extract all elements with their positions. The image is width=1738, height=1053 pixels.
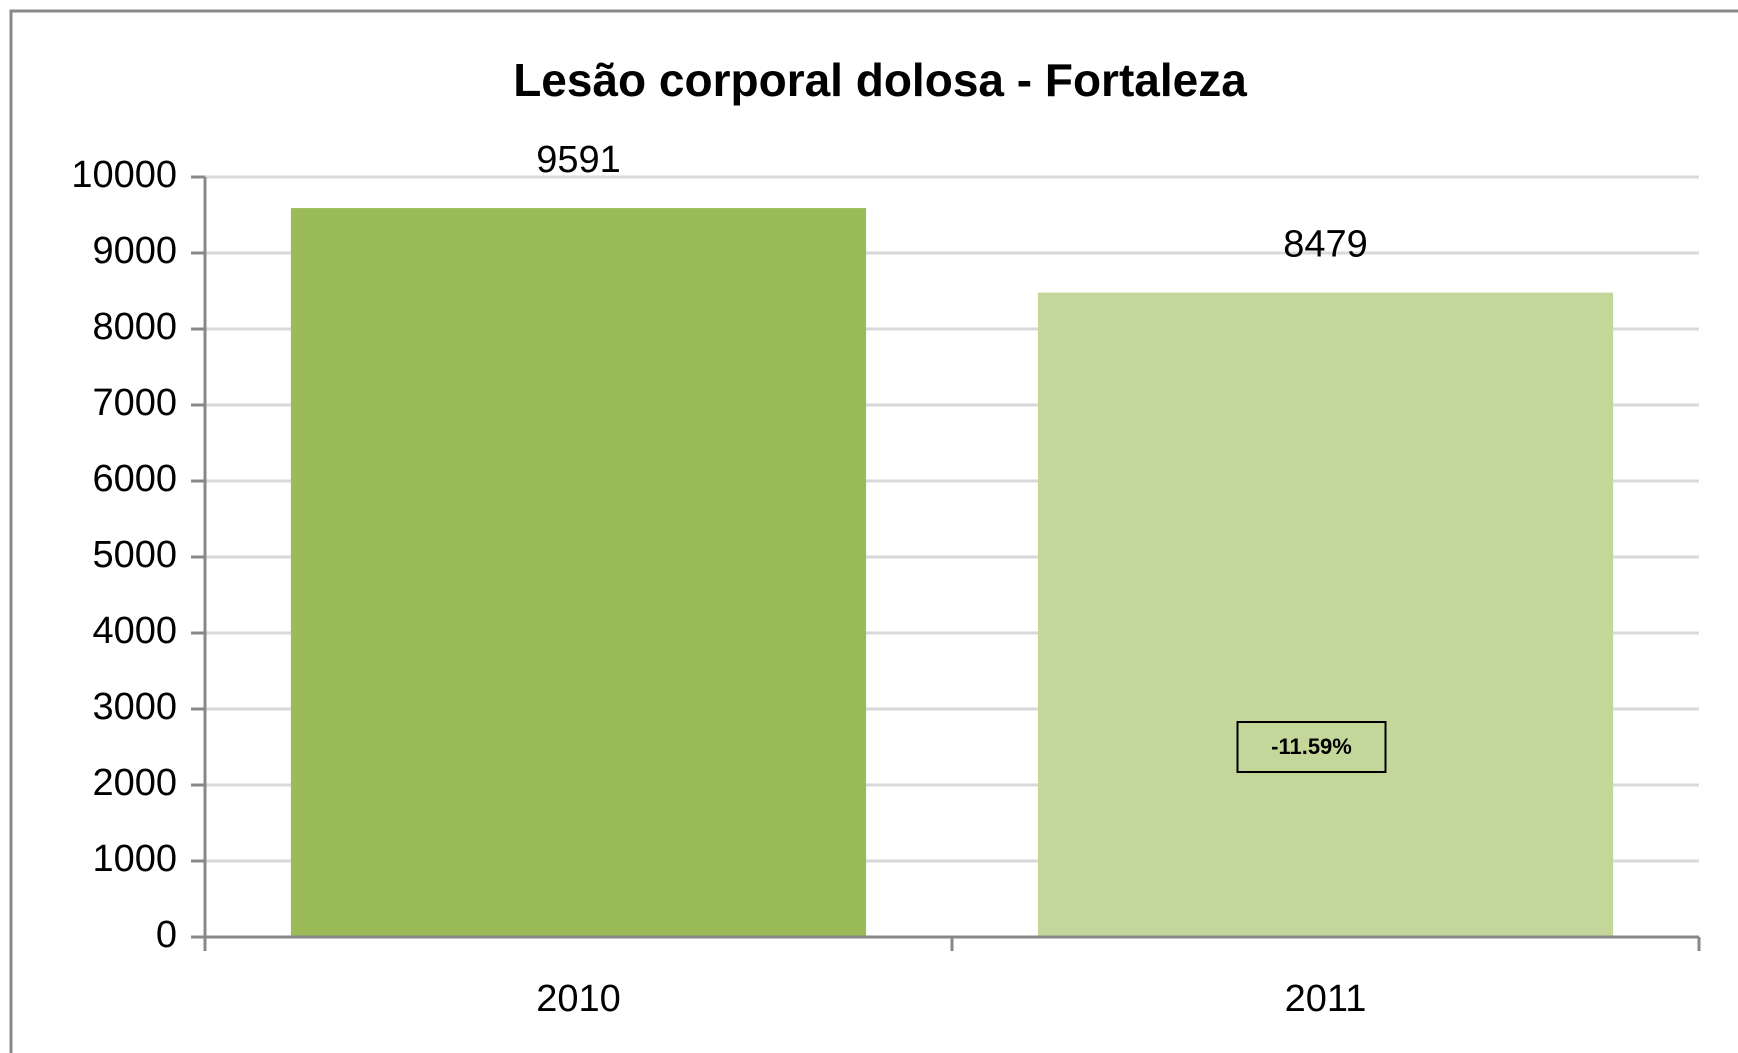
y-tick-label: 2000 bbox=[92, 762, 177, 804]
y-tick-label: 10000 bbox=[71, 154, 177, 196]
y-tick-label: 7000 bbox=[92, 382, 177, 424]
y-tick-label: 0 bbox=[156, 914, 177, 956]
y-tick-label: 3000 bbox=[92, 686, 177, 728]
value-label: 8479 bbox=[1283, 224, 1368, 266]
chart-title: Lesão corporal dolosa - Fortaleza bbox=[513, 54, 1247, 106]
y-tick-label: 6000 bbox=[92, 458, 177, 500]
y-tick-label: 4000 bbox=[92, 610, 177, 652]
value-label: 9591 bbox=[536, 139, 621, 181]
y-tick-label: 1000 bbox=[92, 838, 177, 880]
x-tick-label: 2010 bbox=[536, 978, 621, 1020]
bar bbox=[1037, 292, 1614, 937]
y-tick-label: 8000 bbox=[92, 306, 177, 348]
y-tick-label: 9000 bbox=[92, 230, 177, 272]
x-tick-label: 2011 bbox=[1285, 978, 1367, 1020]
annotation: -11.59% bbox=[1271, 734, 1352, 759]
annotation-box bbox=[1236, 721, 1387, 773]
y-tick-label: 5000 bbox=[92, 534, 177, 576]
bar bbox=[290, 208, 867, 938]
